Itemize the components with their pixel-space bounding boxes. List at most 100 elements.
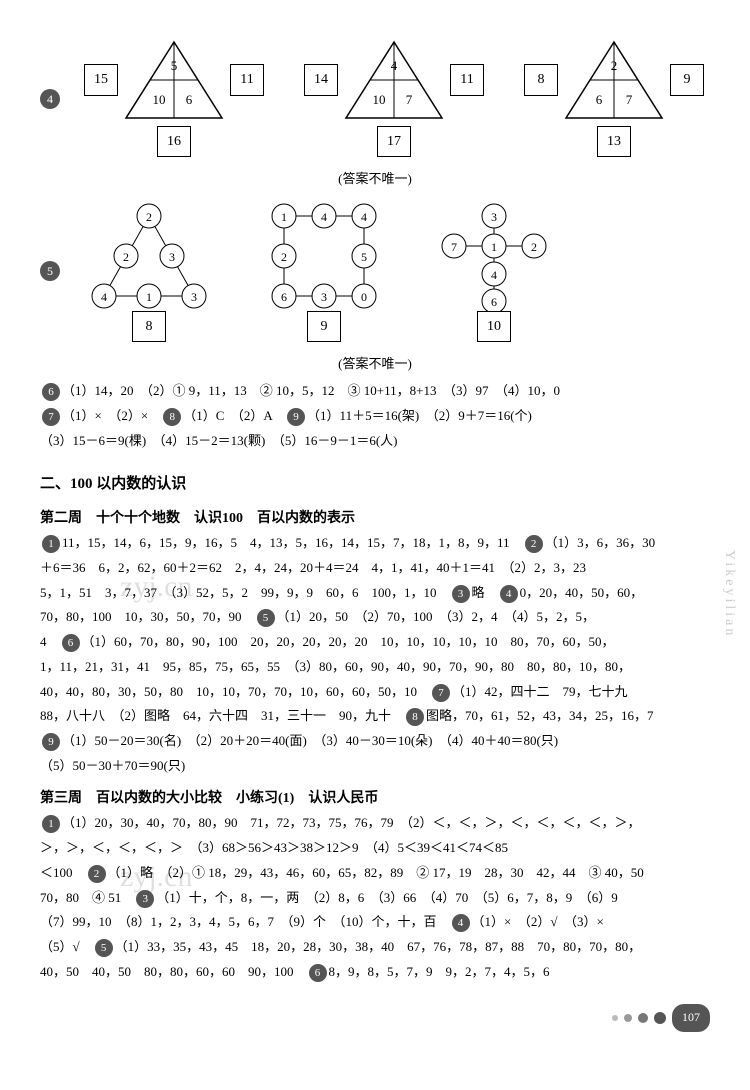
triangle-icon: 4107 [344, 40, 444, 120]
badge-6: 6 [42, 383, 60, 401]
text: （1）3，6，36，30 [545, 535, 656, 550]
week-heading: 第二周 十个十个地数 认识100 百以内数的表示 [40, 506, 710, 531]
text: （1）42，四十二 79，七十九 [452, 684, 628, 699]
problem-5: 5 2 2 3 4 1 3 8 1 4 4 2 5 6 3 0 9 3 7 1 … [40, 201, 710, 342]
val: 11 [450, 64, 484, 95]
answer-line: 40，40，80，30，50，80 10，10，70，70，10，60，60，5… [40, 680, 710, 705]
triangle-icon: 267 [564, 40, 664, 120]
problem-4: 4 15 5106 11 16 14 4107 11 17 8 267 9 13 [40, 40, 710, 157]
badge: 6 [62, 634, 80, 652]
svg-text:4: 4 [361, 210, 367, 224]
answer-line: （3）15－6＝9(棵) （4）15－2＝13(颗) （5）16－9－1＝6(人… [40, 429, 710, 454]
badge: 2 [525, 535, 543, 553]
badge-9: 9 [287, 408, 305, 426]
badge-8: 8 [163, 408, 181, 426]
badge: 9 [42, 733, 60, 751]
svg-text:10: 10 [153, 92, 166, 107]
svg-text:2: 2 [611, 58, 618, 73]
svg-text:10: 10 [373, 92, 386, 107]
section-heading: 二、100 以内数的认识 [40, 471, 710, 498]
diagram-triangle: 2 2 3 4 1 3 8 [84, 201, 214, 342]
dot-icon [612, 1015, 618, 1021]
badge: 6 [309, 964, 327, 982]
dot-icon [654, 1012, 666, 1024]
badge-4: 4 [40, 89, 60, 109]
answer-line: 88，八十八 （2）图略 64，六十四 31，三十一 90，九十 8图略，70，… [40, 704, 710, 729]
answer-line: （7）99，10 （8）1，2，3，4，5，6，7 （9）个 （10）个，十，百… [40, 910, 710, 935]
answer-line: 1，11，21，31，41 95，85，75，65，55 （3）80，60，90… [40, 655, 710, 680]
svg-text:1: 1 [146, 290, 152, 304]
val: 15 [84, 64, 118, 95]
svg-text:6: 6 [186, 92, 193, 107]
dot-icon [638, 1013, 648, 1023]
text: 图略，70，61，52，43，34，25，16，7 [426, 708, 654, 723]
val: 9 [670, 64, 704, 95]
svg-text:0: 0 [361, 290, 367, 304]
svg-text:1: 1 [491, 240, 497, 254]
badge: 5 [257, 609, 275, 627]
text: （1）略 （2）① 18，29，43，46，60，65，82，89 ② 17，1… [108, 865, 644, 880]
text: （1）11＋5＝16(架) （2）9＋7＝16(个) [307, 408, 532, 423]
text: 略 [472, 585, 485, 600]
svg-text:1: 1 [281, 210, 287, 224]
dot-icon [624, 1014, 632, 1022]
answer-line: （5）√ 5（1）33，35，43，45 18，20，28，30，38，40 6… [40, 935, 710, 960]
badge: 2 [88, 865, 106, 883]
badge: 1 [42, 535, 60, 553]
triangle-2: 14 4107 11 17 [304, 40, 484, 157]
val: 10 [477, 311, 511, 342]
badge-7: 7 [42, 408, 60, 426]
val: 14 [304, 64, 338, 95]
text: （1）× （2）√ （3）× [472, 914, 604, 929]
svg-text:6: 6 [491, 295, 497, 309]
text: 11，15，14，6，15，9，16，5 4，13，5，16，14，15，7，1… [62, 535, 510, 550]
circle-square-icon: 1 4 4 2 5 6 3 0 [264, 201, 384, 311]
text: 40，40，80，30，50，80 10，10，70，70，10，60，60，5… [40, 684, 417, 699]
svg-text:4: 4 [321, 210, 327, 224]
svg-text:3: 3 [321, 290, 327, 304]
circle-cross-icon: 3 7 1 2 4 6 [434, 201, 554, 311]
val: 13 [597, 126, 631, 157]
answer-line: 9（1）50－20＝30(名) （2）20＋20＝40(面) （3）40－30＝… [40, 729, 710, 754]
answer-line: （5）50－30＋70＝90(只) [40, 754, 710, 779]
svg-text:2: 2 [531, 240, 537, 254]
svg-text:3: 3 [491, 210, 497, 224]
answer-line: 111，15，14，6，15，9，16，5 4，13，5，16，14，15，7，… [40, 531, 710, 556]
text: （5）√ [40, 939, 80, 954]
diagram-square: 1 4 4 2 5 6 3 0 9 [264, 201, 384, 342]
answer-line: ＋6＝36 6，2，62，60＋2＝62 2，4，24，20＋4＝24 4，1，… [40, 556, 710, 581]
badge: 3 [452, 585, 470, 603]
svg-text:7: 7 [406, 92, 413, 107]
triangle-3: 8 267 9 13 [524, 40, 704, 157]
text: （1）× （2）× [62, 408, 148, 423]
badge: 8 [406, 708, 424, 726]
svg-text:5: 5 [171, 58, 178, 73]
answer-line: 70，80 ④ 51 3（1）十，个，8，一，两 （2）8，6 （3）66 （4… [40, 886, 710, 911]
val: 8 [132, 311, 166, 342]
text: （1）50－20＝30(名) （2）20＋20＝40(面) （3）40－30＝1… [62, 733, 558, 748]
svg-text:7: 7 [451, 240, 457, 254]
val: 11 [230, 64, 264, 95]
badge: 4 [500, 585, 518, 603]
svg-text:3: 3 [169, 250, 175, 264]
text: 4 [40, 634, 47, 649]
note: (答案不唯一) [40, 352, 710, 375]
diagram-cross: 3 7 1 2 4 6 10 [434, 201, 554, 342]
answer-line: ＞，＞，＜，＜，＜，＞ （3）68＞56＞43＞38＞12＞9 （4）5＜39＜… [40, 836, 710, 861]
note: (答案不唯一) [40, 167, 710, 190]
badge: 5 [95, 939, 113, 957]
svg-text:5: 5 [361, 250, 367, 264]
badge: 3 [136, 890, 154, 908]
svg-text:2: 2 [123, 250, 129, 264]
badge: 4 [452, 914, 470, 932]
answer-line: 5，1，51 3，7，37 （3）52，5，2 99，9，9 60，6 100，… [40, 581, 710, 606]
triangle-icon: 5 10 6 [124, 40, 224, 120]
text: 70，80 ④ 51 [40, 890, 121, 905]
week-heading: 第三周 百以内数的大小比较 小练习(1) 认识人民币 [40, 786, 710, 811]
text: 5，1，51 3，7，37 （3）52，5，2 99，9，9 60，6 100，… [40, 585, 437, 600]
svg-text:2: 2 [146, 210, 152, 224]
text: 70，80，100 10，30，50，70，90 [40, 609, 242, 624]
svg-text:4: 4 [101, 290, 107, 304]
answer-line: ＜100 2（1）略 （2）① 18，29，43，46，60，65，82，89 … [40, 861, 710, 886]
text: 8，9，8，5，7，9 9，2，7，4，5，6 [329, 964, 550, 979]
